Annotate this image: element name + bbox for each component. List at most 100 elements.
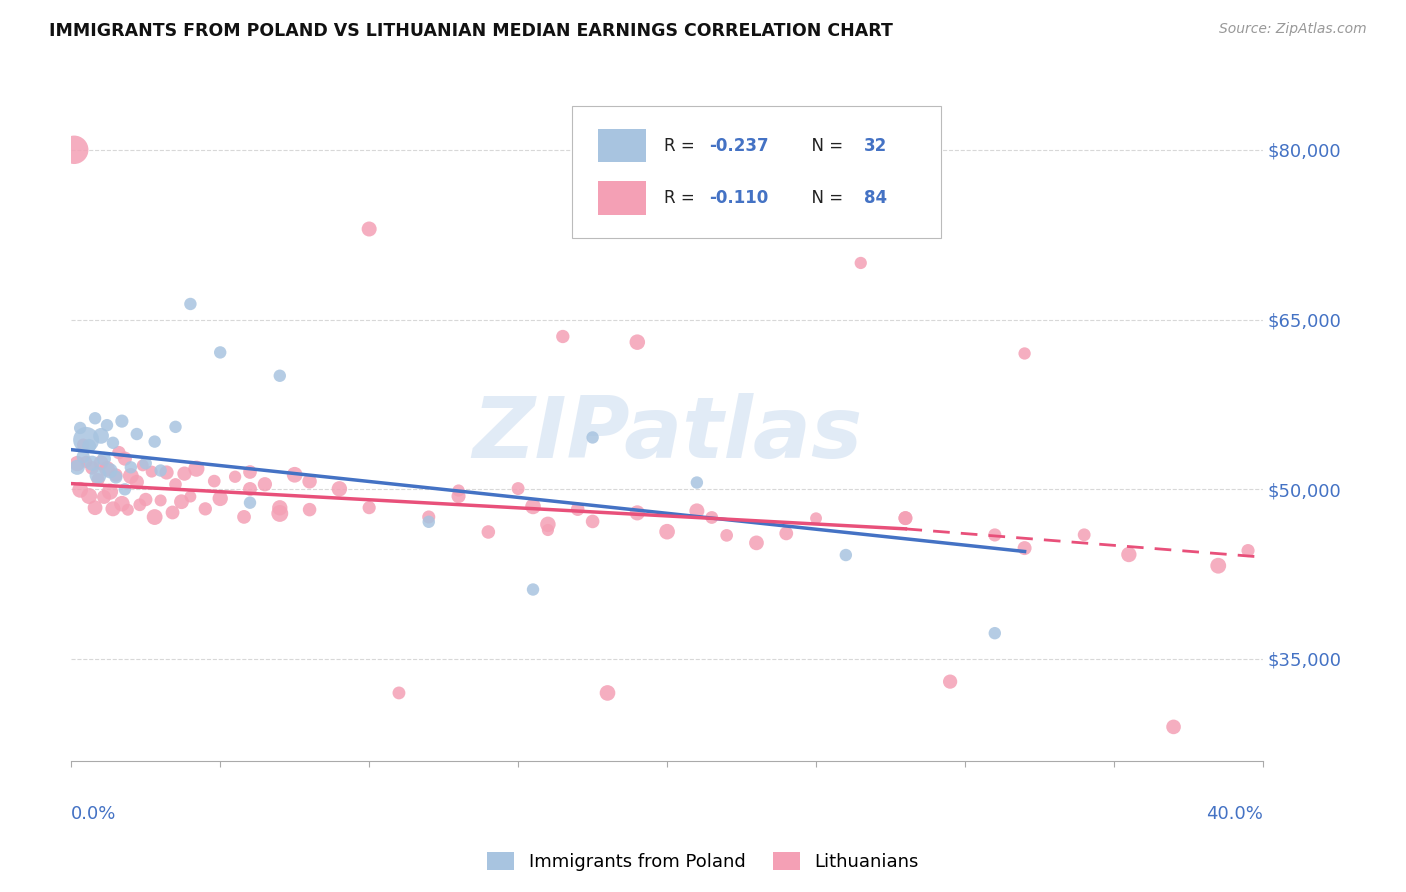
Point [551,329,574,343]
Point [111,497,134,511]
Point [111,414,134,428]
Point [269,500,291,515]
Point [82,456,104,470]
Point [1073,528,1095,542]
Legend: Immigrants from Poland, Lithuanians: Immigrants from Poland, Lithuanians [479,845,927,879]
Point [537,523,560,537]
Point [298,502,321,516]
Text: ZIPatlas: ZIPatlas [472,393,862,476]
Point [328,482,350,496]
Point [298,475,321,489]
Point [90,429,112,443]
Point [233,509,256,524]
Point [596,686,619,700]
Point [359,222,381,236]
Point [128,498,150,512]
Point [66,460,89,475]
Point [125,475,148,489]
Point [700,510,723,524]
Point [69,421,91,435]
Point [775,526,797,541]
Text: -0.237: -0.237 [709,136,769,154]
Point [894,511,917,525]
Point [101,501,124,516]
Point [72,450,94,464]
Point [984,528,1007,542]
Point [69,483,91,497]
Point [567,502,589,516]
Point [716,528,738,542]
Point [149,463,172,477]
Point [114,483,136,497]
Text: R =: R = [664,189,700,207]
Text: -0.110: -0.110 [709,189,768,207]
Point [75,433,97,447]
Point [93,451,115,466]
Point [209,345,232,359]
Point [626,506,648,520]
Point [63,143,86,157]
Point [388,686,411,700]
Point [202,474,225,488]
FancyBboxPatch shape [598,181,645,215]
Text: Source: ZipAtlas.com: Source: ZipAtlas.com [1219,22,1367,37]
Point [626,335,648,350]
Point [1163,720,1185,734]
Point [179,297,201,311]
Point [253,477,276,491]
Point [239,496,262,510]
Text: N =: N = [800,189,848,207]
Point [120,469,142,483]
Point [141,465,163,479]
Point [194,501,217,516]
Text: R =: R = [664,136,700,154]
FancyBboxPatch shape [598,129,645,162]
Point [87,473,110,487]
FancyBboxPatch shape [572,105,941,238]
Text: N =: N = [800,136,848,154]
Point [269,368,291,383]
Point [155,466,177,480]
Text: IMMIGRANTS FROM POLAND VS LITHUANIAN MEDIAN EARNINGS CORRELATION CHART: IMMIGRANTS FROM POLAND VS LITHUANIAN MED… [49,22,893,40]
Point [508,482,530,496]
Point [239,465,262,479]
Point [120,460,142,475]
Point [98,464,121,478]
Point [418,510,440,524]
Point [984,626,1007,640]
Point [447,489,470,503]
Point [186,461,208,475]
Point [209,491,232,506]
Point [125,427,148,442]
Point [804,511,827,525]
Point [143,510,166,524]
Point [522,582,544,597]
Point [581,515,603,529]
Point [165,420,187,434]
Point [132,458,155,473]
Point [939,674,962,689]
Point [82,461,104,475]
Point [1206,558,1229,573]
Point [101,435,124,450]
Point [143,434,166,449]
Point [849,256,872,270]
Point [1014,541,1036,555]
Point [359,500,381,515]
Text: 40.0%: 40.0% [1206,805,1263,823]
Text: 0.0%: 0.0% [72,805,117,823]
Point [1237,543,1260,558]
Point [1014,346,1036,360]
Point [75,455,97,469]
Point [96,462,118,476]
Point [522,500,544,514]
Point [93,490,115,504]
Point [269,507,291,521]
Point [77,489,100,503]
Point [284,467,307,482]
Point [90,456,112,470]
Point [447,483,470,498]
Point [170,494,193,508]
Point [165,477,187,491]
Point [72,438,94,452]
